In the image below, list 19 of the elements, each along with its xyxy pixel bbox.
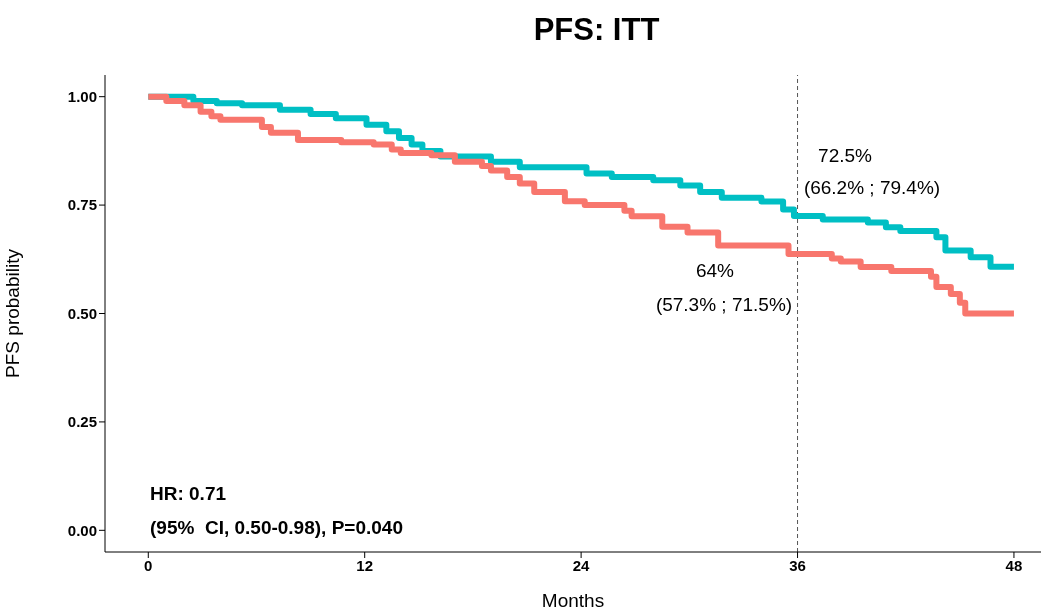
annotation: (95% CI, 0.50-0.98), P=0.040	[150, 517, 403, 539]
x-tick-label: 12	[356, 556, 374, 574]
y-tick-label: 0.00	[67, 521, 97, 539]
x-tick-label: 48	[1005, 556, 1023, 574]
annotation: (66.2% ; 79.4%)	[803, 177, 941, 199]
y-tick-label: 0.25	[67, 413, 97, 431]
x-tick-label: 36	[789, 556, 806, 574]
y-tick-label: 1.00	[67, 88, 97, 106]
y-tick-label: 0.50	[67, 304, 97, 322]
annotation: 72.5%	[818, 145, 872, 167]
annotation: HR: 0.71	[150, 483, 227, 505]
annotation: 64%	[695, 260, 735, 282]
y-axis-title: PFS probability	[1, 248, 23, 378]
y-tick-label: 0.75	[67, 196, 97, 214]
annotation: (57.3% ; 71.5%)	[655, 294, 793, 316]
x-axis-title: Months	[541, 590, 605, 609]
x-tick-label: 0	[144, 556, 153, 574]
x-tick-label: 24	[572, 556, 591, 574]
chart-title: PFS: ITT	[532, 12, 661, 48]
